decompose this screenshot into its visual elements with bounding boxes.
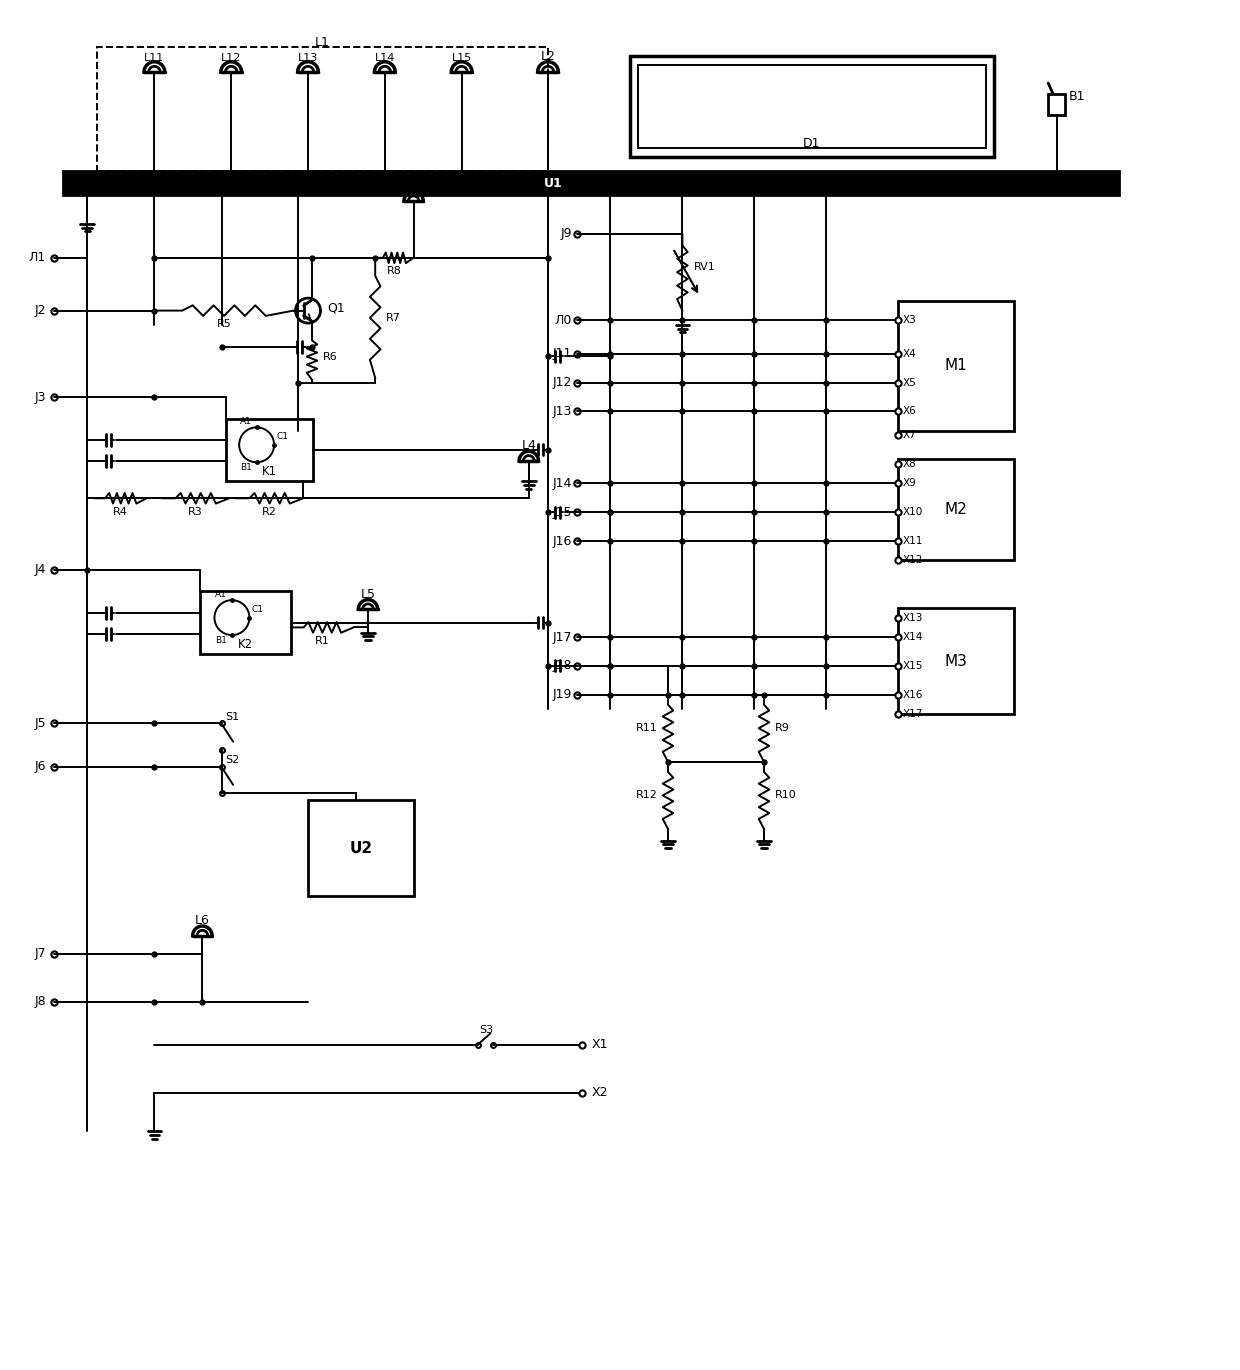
Text: J7: J7 xyxy=(35,947,46,960)
Text: X13: X13 xyxy=(903,612,923,623)
Text: U1: U1 xyxy=(544,177,562,190)
Text: R12: R12 xyxy=(636,790,657,800)
Text: J6: J6 xyxy=(35,760,46,773)
Text: R6: R6 xyxy=(322,352,337,362)
Text: X4: X4 xyxy=(903,349,916,359)
Text: J15: J15 xyxy=(553,506,572,519)
Bar xyxy=(899,608,1013,714)
Text: S2: S2 xyxy=(226,755,239,764)
Text: X7: X7 xyxy=(903,430,916,440)
Text: J17: J17 xyxy=(553,630,572,644)
Text: L11: L11 xyxy=(144,53,165,63)
Text: L14: L14 xyxy=(374,53,396,63)
Text: Q1: Q1 xyxy=(327,301,345,314)
Bar xyxy=(639,64,986,148)
Bar xyxy=(899,301,1013,430)
Text: X1: X1 xyxy=(591,1038,608,1052)
Text: J4: J4 xyxy=(35,563,46,577)
Text: A1: A1 xyxy=(241,418,252,426)
Text: L1: L1 xyxy=(315,36,330,49)
Text: R7: R7 xyxy=(386,312,401,323)
Text: J5: J5 xyxy=(35,717,46,730)
Text: R2: R2 xyxy=(262,507,277,516)
Text: X6: X6 xyxy=(903,407,916,416)
Text: J2: J2 xyxy=(35,304,46,316)
Text: J19: J19 xyxy=(553,688,572,701)
Text: X16: X16 xyxy=(903,689,923,700)
Text: R8: R8 xyxy=(387,266,402,277)
Text: R1: R1 xyxy=(315,636,330,647)
Text: X2: X2 xyxy=(591,1086,608,1100)
Text: J14: J14 xyxy=(553,477,572,490)
Bar xyxy=(63,171,1120,196)
Bar xyxy=(200,592,291,653)
Text: J9: J9 xyxy=(560,227,572,240)
Text: M2: M2 xyxy=(945,503,967,518)
Text: L15: L15 xyxy=(451,53,471,63)
Text: M3: M3 xyxy=(945,653,967,669)
Text: K1: K1 xyxy=(262,466,278,478)
Text: R3: R3 xyxy=(188,507,203,516)
Text: X17: X17 xyxy=(903,708,923,719)
Text: L13: L13 xyxy=(298,53,319,63)
Text: J8: J8 xyxy=(35,995,46,1008)
Text: R4: R4 xyxy=(113,507,128,516)
Text: X10: X10 xyxy=(903,507,923,518)
Text: J16: J16 xyxy=(553,534,572,548)
Text: L12: L12 xyxy=(221,53,242,63)
Text: B1: B1 xyxy=(241,463,252,473)
Text: X15: X15 xyxy=(903,660,923,671)
Text: X11: X11 xyxy=(903,536,923,547)
Text: M1: M1 xyxy=(945,359,967,373)
Text: K2: K2 xyxy=(238,638,253,651)
Text: U1: U1 xyxy=(543,177,562,190)
Text: Л0: Л0 xyxy=(554,314,572,326)
Bar xyxy=(630,56,994,158)
Text: D1: D1 xyxy=(804,137,821,151)
Text: J13: J13 xyxy=(553,406,572,418)
Bar xyxy=(1048,93,1065,115)
Text: J18: J18 xyxy=(553,659,572,673)
Text: R9: R9 xyxy=(775,723,790,733)
Text: B1: B1 xyxy=(1069,90,1085,103)
Text: L6: L6 xyxy=(195,914,210,927)
Text: RV1: RV1 xyxy=(694,263,715,273)
Text: A1: A1 xyxy=(216,590,227,599)
Text: J3: J3 xyxy=(35,390,46,404)
Text: X14: X14 xyxy=(903,632,923,643)
Bar xyxy=(308,800,414,896)
Text: R5: R5 xyxy=(217,319,232,329)
Text: S3: S3 xyxy=(480,1025,494,1036)
Text: X5: X5 xyxy=(903,378,916,388)
Text: L2: L2 xyxy=(541,49,556,63)
Text: X3: X3 xyxy=(903,315,916,325)
Text: J12: J12 xyxy=(553,377,572,389)
Text: S1: S1 xyxy=(226,711,239,722)
Text: B1: B1 xyxy=(216,636,227,645)
Text: U2: U2 xyxy=(350,841,372,856)
Text: X9: X9 xyxy=(903,478,916,488)
Text: L5: L5 xyxy=(361,588,376,600)
Text: R11: R11 xyxy=(636,723,657,733)
Bar xyxy=(97,47,548,171)
Text: L3: L3 xyxy=(407,179,422,193)
Text: X8: X8 xyxy=(903,459,916,469)
Text: Л1: Л1 xyxy=(29,251,46,264)
Text: X12: X12 xyxy=(903,555,923,566)
Text: C1: C1 xyxy=(277,432,288,441)
Text: L4: L4 xyxy=(521,440,536,452)
Bar xyxy=(227,419,312,481)
Bar xyxy=(899,459,1013,560)
Text: C1: C1 xyxy=(252,604,263,614)
Text: J11: J11 xyxy=(553,348,572,360)
Text: R10: R10 xyxy=(775,790,796,800)
